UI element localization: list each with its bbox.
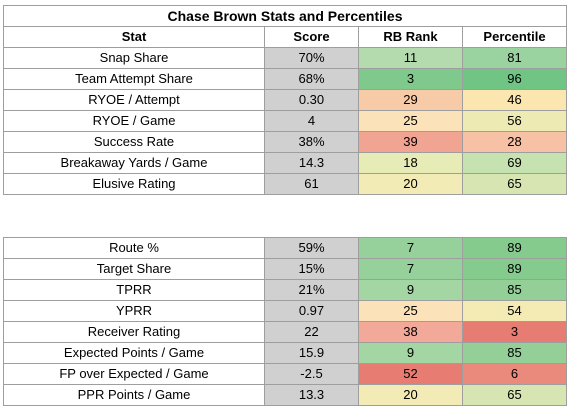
score-cell: 0.30 (265, 90, 359, 111)
rank-cell: 18 (359, 153, 463, 174)
stat-cell: Team Attempt Share (3, 69, 265, 90)
percentile-cell: 56 (463, 111, 567, 132)
percentile-cell: 85 (463, 342, 567, 364)
rank-cell: 7 (359, 237, 463, 259)
score-cell: 0.97 (265, 301, 359, 322)
table-row: PPR Points / Game 13.3 20 65 (3, 385, 567, 406)
percentile-cell: 81 (463, 48, 567, 69)
header-rank: RB Rank (359, 27, 463, 48)
table-row: Elusive Rating 61 20 65 (3, 174, 567, 195)
stat-cell: Receiver Rating (3, 322, 265, 343)
score-cell: 4 (265, 111, 359, 132)
table-row: Expected Points / Game 15.9 9 85 (3, 342, 567, 364)
header-score: Score (265, 27, 359, 48)
rank-cell: 7 (359, 259, 463, 280)
score-cell: 14.3 (265, 153, 359, 174)
table-row: Target Share 15% 7 89 (3, 259, 567, 280)
stat-cell: YPRR (3, 301, 265, 322)
stat-cell: FP over Expected / Game (3, 364, 265, 385)
percentile-cell: 3 (463, 322, 567, 343)
table-row: YPRR 0.97 25 54 (3, 301, 567, 322)
score-cell: 59% (265, 237, 359, 259)
percentile-cell: 65 (463, 174, 567, 195)
percentile-cell: 28 (463, 132, 567, 153)
title-row: Chase Brown Stats and Percentiles (3, 5, 567, 27)
stat-cell: Elusive Rating (3, 174, 265, 195)
rank-cell: 25 (359, 111, 463, 132)
stat-cell: Route % (3, 237, 265, 259)
score-cell: 15% (265, 259, 359, 280)
rank-cell: 9 (359, 280, 463, 301)
table-row: Team Attempt Share 68% 3 96 (3, 69, 567, 90)
rank-cell: 52 (359, 364, 463, 385)
table-row: RYOE / Attempt 0.30 29 46 (3, 90, 567, 111)
score-cell: 70% (265, 48, 359, 69)
percentile-cell: 46 (463, 90, 567, 111)
stat-cell: RYOE / Attempt (3, 90, 265, 111)
percentile-cell: 89 (463, 237, 567, 259)
stat-cell: RYOE / Game (3, 111, 265, 132)
rank-cell: 9 (359, 342, 463, 364)
score-cell: 38% (265, 132, 359, 153)
rank-cell: 20 (359, 174, 463, 195)
rank-cell: 3 (359, 69, 463, 90)
score-cell: 13.3 (265, 385, 359, 406)
stat-cell: TPRR (3, 280, 265, 301)
score-cell: 68% (265, 69, 359, 90)
percentile-cell: 65 (463, 385, 567, 406)
stat-cell: Breakaway Yards / Game (3, 153, 265, 174)
stat-cell: PPR Points / Game (3, 385, 265, 406)
score-cell: 15.9 (265, 342, 359, 364)
table-row: Receiver Rating 22 38 3 (3, 322, 567, 343)
header-percentile: Percentile (463, 27, 567, 48)
rank-cell: 20 (359, 385, 463, 406)
table-row: RYOE / Game 4 25 56 (3, 111, 567, 132)
header-row: Stat Score RB Rank Percentile (3, 27, 567, 48)
table-row: TPRR 21% 9 85 (3, 280, 567, 301)
stat-cell: Snap Share (3, 48, 265, 69)
table-row: Snap Share 70% 11 81 (3, 48, 567, 69)
score-cell: 22 (265, 322, 359, 343)
table-row: Success Rate 38% 39 28 (3, 132, 567, 153)
header-stat: Stat (3, 27, 265, 48)
score-cell: 21% (265, 280, 359, 301)
percentile-cell: 54 (463, 301, 567, 322)
rank-cell: 38 (359, 322, 463, 343)
table-row: Breakaway Yards / Game 14.3 18 69 (3, 153, 567, 174)
percentile-cell: 69 (463, 153, 567, 174)
rank-cell: 29 (359, 90, 463, 111)
stat-cell: Expected Points / Game (3, 342, 265, 364)
rank-cell: 11 (359, 48, 463, 69)
stat-cell: Target Share (3, 259, 265, 280)
percentile-cell: 96 (463, 69, 567, 90)
rank-cell: 39 (359, 132, 463, 153)
percentile-cell: 89 (463, 259, 567, 280)
stat-cell: Success Rate (3, 132, 265, 153)
rank-cell: 25 (359, 301, 463, 322)
table-row: Route % 59% 7 89 (3, 237, 567, 259)
percentile-cell: 6 (463, 364, 567, 385)
percentile-cell: 85 (463, 280, 567, 301)
score-cell: -2.5 (265, 364, 359, 385)
score-cell: 61 (265, 174, 359, 195)
sheet-title: Chase Brown Stats and Percentiles (3, 5, 567, 27)
table-row: FP over Expected / Game -2.5 52 6 (3, 364, 567, 385)
